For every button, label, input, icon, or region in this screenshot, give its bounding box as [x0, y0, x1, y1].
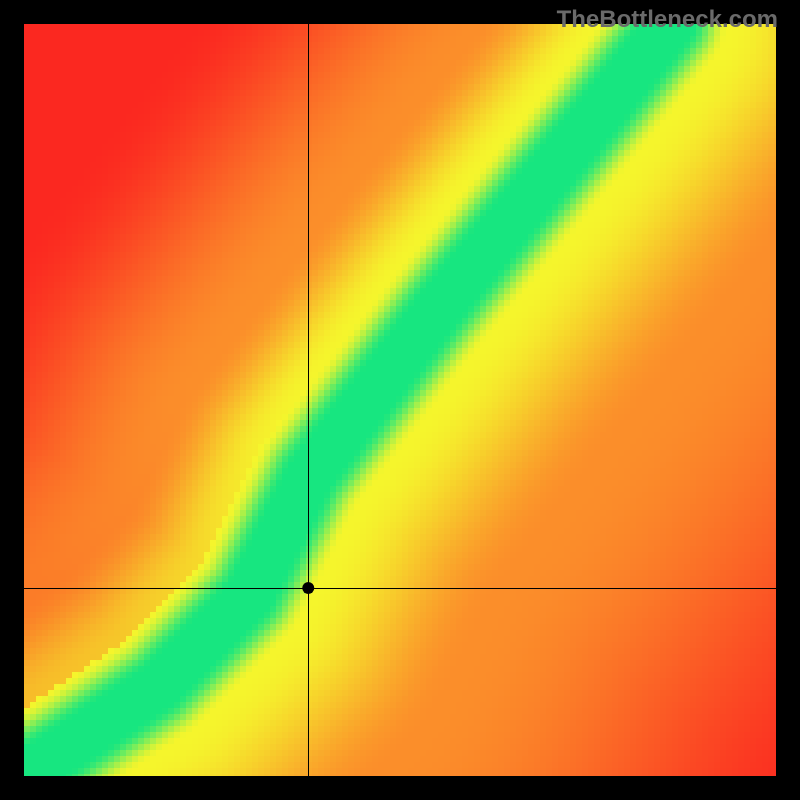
watermark-text: TheBottleneck.com — [557, 6, 778, 34]
bottleneck-heatmap — [0, 0, 800, 800]
